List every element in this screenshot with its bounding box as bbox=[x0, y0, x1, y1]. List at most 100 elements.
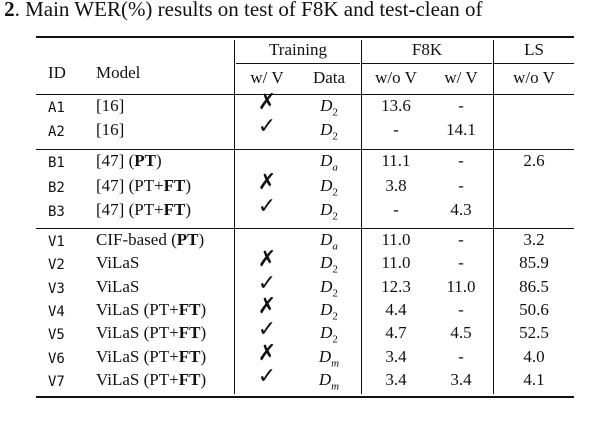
row-id: V6 bbox=[48, 351, 65, 367]
row-id: V1 bbox=[48, 234, 65, 250]
row-data: D2 bbox=[298, 277, 360, 303]
row-id: V5 bbox=[48, 327, 65, 343]
table-caption: ble 2. Main WER(%) results on test of F8… bbox=[0, 0, 600, 24]
caption-bottom-fragment: the ... CIF ... 2019 ... L ... bbox=[0, 411, 209, 430]
check-icon: ✓ bbox=[257, 114, 277, 139]
row-f8k-without-vision: 11.0 bbox=[381, 253, 411, 272]
row-f8k-with-vision: - bbox=[458, 253, 464, 272]
cross-icon: ✗ bbox=[257, 341, 277, 366]
row-f8k-without-vision: - bbox=[393, 120, 399, 139]
model-text-segment: ) bbox=[200, 370, 207, 389]
header-id: ID bbox=[48, 63, 66, 82]
row-data: Dm bbox=[298, 370, 360, 396]
model-text-segment: ) bbox=[185, 176, 192, 195]
model-text-segment: ViLaS (PT+ bbox=[96, 300, 179, 319]
col-divider-1 bbox=[234, 40, 235, 394]
row-model: ViLaS (PT+FT) bbox=[96, 300, 206, 320]
header-training: Training bbox=[269, 40, 327, 59]
model-text-segment: [16] bbox=[96, 120, 125, 139]
row-ls-without-vision: 85.9 bbox=[519, 253, 549, 272]
row-data: D2 bbox=[298, 96, 360, 122]
row-ls-without-vision: 4.0 bbox=[523, 347, 545, 366]
data-symbol: D bbox=[320, 300, 333, 319]
row-ls-without-vision: 3.2 bbox=[523, 230, 545, 249]
model-text-segment: ViLaS (PT+ bbox=[96, 323, 179, 342]
row-id: B2 bbox=[48, 180, 65, 196]
model-text-segment: [47] (PT+ bbox=[96, 176, 164, 195]
row-id: V7 bbox=[48, 374, 65, 390]
row-model: ViLaS bbox=[96, 253, 139, 273]
ls-underline bbox=[494, 63, 574, 64]
top-rule bbox=[36, 36, 574, 38]
data-subscript: 2 bbox=[332, 310, 338, 323]
model-text-segment: PT bbox=[134, 151, 156, 170]
row-ls-without-vision: 52.5 bbox=[519, 323, 549, 342]
header-f8k: F8K bbox=[411, 40, 443, 59]
data-symbol: D bbox=[320, 253, 333, 272]
header-ls-without-vision: w/o V bbox=[513, 68, 555, 87]
row-model: [16] bbox=[96, 120, 124, 140]
row-f8k-without-vision: - bbox=[393, 200, 399, 219]
row-id: A1 bbox=[48, 100, 65, 116]
cross-icon: ✗ bbox=[257, 170, 277, 195]
row-id: V2 bbox=[48, 257, 65, 273]
cross-icon: ✗ bbox=[257, 294, 277, 319]
cross-icon: ✗ bbox=[257, 90, 277, 115]
model-text-segment: FT bbox=[178, 300, 201, 319]
row-model: [47] (PT+FT) bbox=[96, 176, 191, 196]
header-f8k-without-vision: w/o V bbox=[375, 68, 417, 87]
model-text-segment: ) bbox=[200, 300, 207, 319]
row-model: ViLaS bbox=[96, 277, 139, 297]
training-underline bbox=[236, 63, 360, 64]
data-symbol: D bbox=[320, 176, 333, 195]
data-subscript: a bbox=[332, 240, 338, 253]
data-subscript: a bbox=[332, 161, 338, 174]
row-ls-without-vision: 86.5 bbox=[519, 277, 549, 296]
check-icon: ✓ bbox=[257, 271, 277, 296]
data-symbol: D bbox=[318, 370, 332, 389]
model-text-segment: ) bbox=[155, 151, 162, 170]
model-text-segment: [16] bbox=[96, 96, 125, 115]
model-text-segment: ViLaS bbox=[96, 277, 140, 296]
data-symbol: D bbox=[320, 120, 333, 139]
col-divider-3 bbox=[493, 40, 494, 394]
row-f8k-with-vision: 4.5 bbox=[450, 323, 472, 342]
row-id: B1 bbox=[48, 155, 65, 171]
data-symbol: D bbox=[320, 151, 333, 170]
data-symbol: D bbox=[320, 323, 333, 342]
row-f8k-without-vision: 4.4 bbox=[385, 300, 407, 319]
row-ls-without-vision: 50.6 bbox=[519, 300, 549, 319]
row-f8k-without-vision: 12.3 bbox=[381, 277, 411, 296]
row-f8k-with-vision: 14.1 bbox=[446, 120, 476, 139]
row-f8k-with-vision: - bbox=[458, 96, 464, 115]
row-model: [47] (PT+FT) bbox=[96, 200, 191, 220]
row-model: ViLaS (PT+FT) bbox=[96, 323, 206, 343]
model-text-segment: PT bbox=[176, 230, 199, 249]
row-data: D2 bbox=[298, 323, 360, 349]
row-model: [16] bbox=[96, 96, 124, 116]
header-ls: LS bbox=[524, 40, 544, 59]
row-id: B3 bbox=[48, 204, 65, 220]
bottom-rule bbox=[36, 396, 574, 398]
header-with-vision: w/ V bbox=[250, 68, 284, 87]
row-model: ViLaS (PT+FT) bbox=[96, 347, 206, 367]
row-model: CIF-based (PT) bbox=[96, 230, 204, 250]
row-data: D2 bbox=[298, 176, 360, 202]
model-text-segment: [47] (PT+ bbox=[96, 200, 164, 219]
row-f8k-with-vision: 11.0 bbox=[446, 277, 476, 296]
row-f8k-without-vision: 4.7 bbox=[385, 323, 407, 342]
model-text-segment: FT bbox=[163, 176, 186, 195]
group-a-rule bbox=[36, 149, 574, 150]
check-icon: ✓ bbox=[257, 317, 277, 342]
data-symbol: D bbox=[320, 277, 333, 296]
row-f8k-without-vision: 11.1 bbox=[381, 151, 411, 170]
data-symbol: D bbox=[320, 96, 333, 115]
col-divider-2 bbox=[361, 40, 362, 394]
row-id: V4 bbox=[48, 304, 65, 320]
row-model: [47] (PT) bbox=[96, 151, 162, 171]
row-f8k-with-vision: - bbox=[458, 151, 464, 170]
row-id: A2 bbox=[48, 124, 65, 140]
row-f8k-with-vision: - bbox=[458, 300, 464, 319]
row-id: V3 bbox=[48, 281, 65, 297]
model-text-segment: ) bbox=[185, 200, 192, 219]
